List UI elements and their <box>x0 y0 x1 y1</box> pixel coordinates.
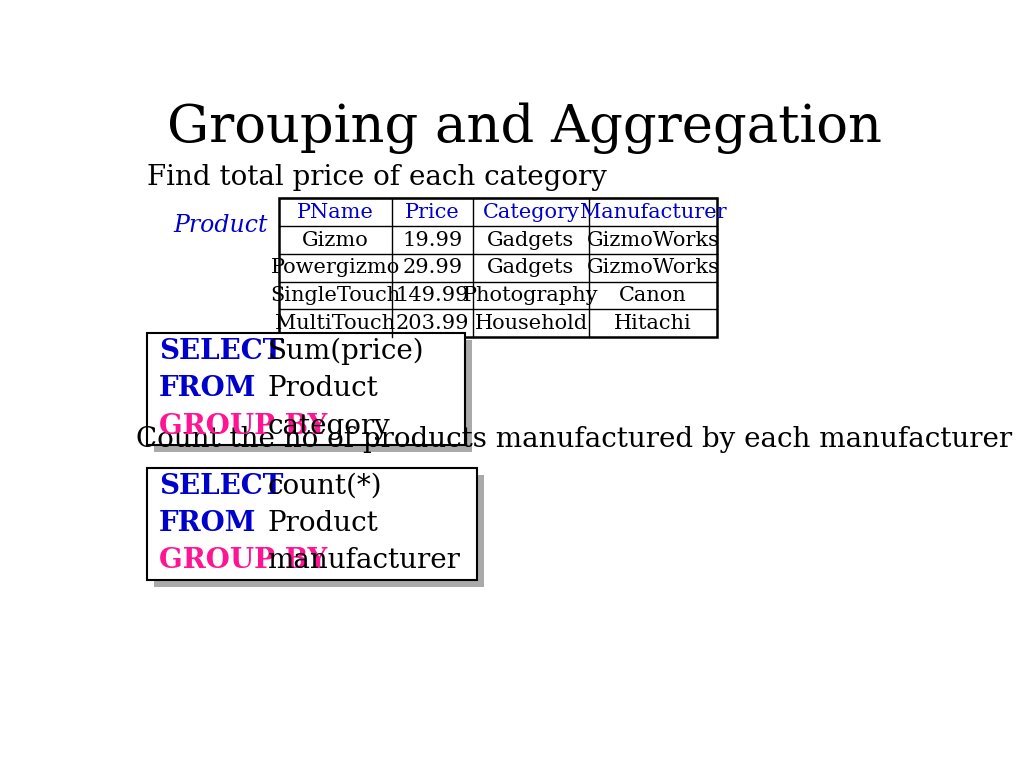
Text: Hitachi: Hitachi <box>614 313 692 333</box>
Bar <box>280 198 717 337</box>
Text: Category: Category <box>482 203 580 222</box>
Text: Price: Price <box>404 203 460 222</box>
Text: GizmoWorks: GizmoWorks <box>587 258 720 277</box>
Text: category: category <box>267 412 390 440</box>
Text: GROUP BY: GROUP BY <box>159 412 328 440</box>
Text: Manufacturer: Manufacturer <box>580 203 726 222</box>
Bar <box>155 475 483 587</box>
Text: Gizmo: Gizmo <box>302 230 369 250</box>
Text: Canon: Canon <box>620 286 687 305</box>
Text: SELECT: SELECT <box>159 473 284 500</box>
Text: SingleTouch: SingleTouch <box>270 286 400 305</box>
Text: GizmoWorks: GizmoWorks <box>587 230 720 250</box>
Text: Product: Product <box>174 214 268 237</box>
Text: 203.99: 203.99 <box>395 313 469 333</box>
Text: Household: Household <box>474 313 588 333</box>
Text: Gadgets: Gadgets <box>487 230 574 250</box>
Bar <box>147 468 477 580</box>
Text: Count the no of products manufactured by each manufacturer: Count the no of products manufactured by… <box>136 425 1012 452</box>
Text: Photography: Photography <box>463 286 599 305</box>
Text: PName: PName <box>297 203 374 222</box>
Text: Product: Product <box>267 376 378 402</box>
Text: Product: Product <box>267 510 378 538</box>
Bar <box>155 340 472 452</box>
Text: MultiTouch: MultiTouch <box>275 313 395 333</box>
Text: 29.99: 29.99 <box>402 258 462 277</box>
Text: Sum(price): Sum(price) <box>267 338 424 366</box>
Text: GROUP BY: GROUP BY <box>159 548 328 574</box>
Text: Find total price of each category: Find total price of each category <box>147 164 607 190</box>
Text: Powergizmo: Powergizmo <box>270 258 400 277</box>
Text: FROM: FROM <box>159 510 256 538</box>
Bar <box>147 333 465 445</box>
Text: SELECT: SELECT <box>159 338 284 366</box>
Text: Gadgets: Gadgets <box>487 258 574 277</box>
Text: 19.99: 19.99 <box>402 230 462 250</box>
Text: manufacturer: manufacturer <box>267 548 461 574</box>
Text: count(*): count(*) <box>267 473 382 500</box>
Text: 149.99: 149.99 <box>395 286 469 305</box>
Text: Grouping and Aggregation: Grouping and Aggregation <box>167 102 883 154</box>
Text: FROM: FROM <box>159 376 256 402</box>
